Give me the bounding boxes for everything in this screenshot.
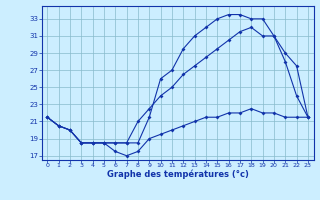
X-axis label: Graphe des températures (°c): Graphe des températures (°c) bbox=[107, 170, 249, 179]
